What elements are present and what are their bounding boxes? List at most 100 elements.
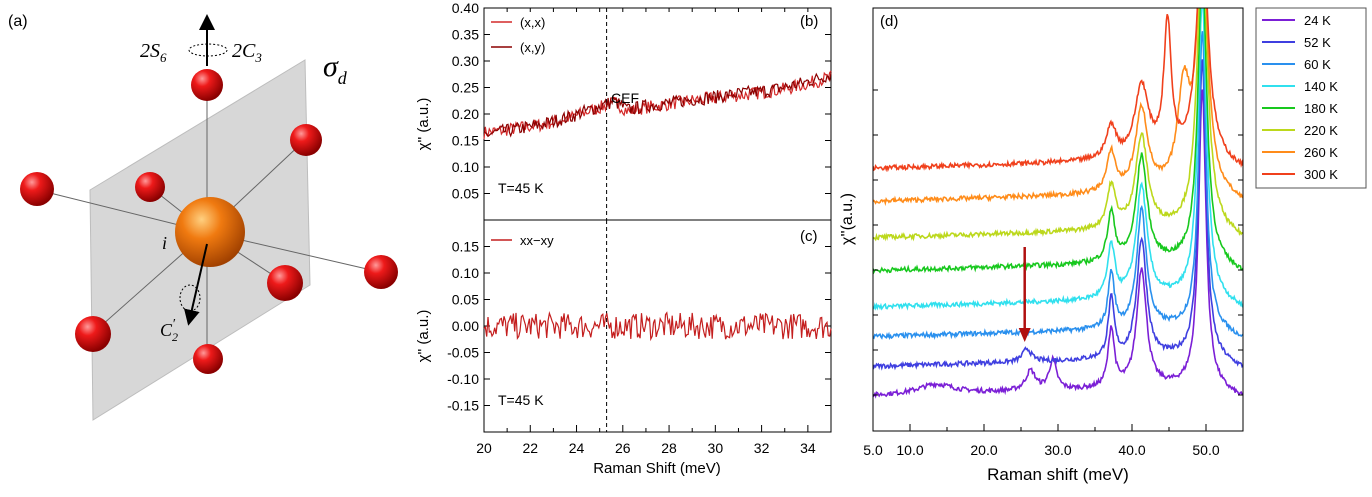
- panel-d-xtick-label: 5.0: [863, 442, 883, 458]
- panel-c-xtick-label: 20: [476, 440, 492, 456]
- panel-b-ytick-label: 0.05: [452, 186, 479, 202]
- panel-d-series-line: [873, 8, 1243, 275]
- panel-b-cef-label: CEF: [611, 90, 639, 106]
- panel-d-legend: 24 K 52 K 60 K 140 K 180 K 220 K 260 K 300 K: [1255, 7, 1367, 189]
- panel-d-xtick-label: 30.0: [1044, 442, 1071, 458]
- sphere-front-right: [267, 265, 303, 301]
- panel-b-ytick-label: 0.30: [452, 53, 479, 69]
- panel-d-series-line: [873, 31, 1243, 341]
- legend-label: 260 K: [1304, 145, 1338, 160]
- sphere-left: [20, 172, 54, 206]
- legend-label-xy: (x,y): [520, 40, 545, 55]
- panel-d-series-line: [873, 8, 1243, 242]
- panel-b-plot: [483, 70, 832, 140]
- panel-d-xtick-label: 40.0: [1118, 442, 1145, 458]
- panel-b-ytick-label: 0.40: [452, 0, 479, 16]
- legend-label: 220 K: [1304, 123, 1338, 138]
- panel-b-ytick-label: 0.15: [452, 133, 479, 149]
- panel-c-xtick-label: 28: [661, 440, 677, 456]
- label-2s6: 2S6: [140, 40, 167, 65]
- panel-d-xlabel: Raman shift (meV): [987, 465, 1129, 484]
- panel-d: 5.0 10.0 20.0 30.0 40.0 50.0 (d) χ''(a.u.) Ra…: [839, 7, 1367, 484]
- panel-c-plot: [483, 311, 832, 342]
- panel-b-ytick-label: 0.35: [452, 27, 479, 43]
- panel-d-label: (d): [880, 13, 898, 30]
- panel-b-series-line: [483, 70, 832, 140]
- sphere-bottom: [193, 344, 223, 374]
- panel-a-label: (a): [8, 13, 28, 30]
- legend-label-xx-xy: xx−xy: [520, 233, 554, 248]
- panel-d-xtick-label: 20.0: [970, 442, 997, 458]
- legend-label: 300 K: [1304, 167, 1338, 182]
- panel-c-ylabel: χ'' (a.u.): [415, 310, 432, 363]
- label-2c3: 2C3: [232, 40, 262, 65]
- panel-c-xlabel: Raman Shift (meV): [593, 460, 721, 477]
- panel-d-series-line: [873, 8, 1243, 173]
- sphere-back-left: [135, 172, 165, 202]
- panel-c-xtick-label: 26: [615, 440, 631, 456]
- ligand-spheres: [20, 69, 398, 374]
- panel-c-ytick-label: 0.15: [452, 239, 479, 255]
- panel-c-xtick-label: 30: [708, 440, 724, 456]
- panel-d-plot: [873, 8, 1243, 399]
- legend-label: 180 K: [1304, 101, 1338, 116]
- panel-b-temperature: T=45 K: [498, 180, 544, 196]
- panel-c-ytick-label: 0.05: [452, 292, 479, 308]
- central-ion: [175, 197, 245, 267]
- panel-c-ytick-label: -0.05: [447, 345, 479, 361]
- panel-c-xtick-label: 24: [569, 440, 585, 456]
- panel-c-xticks: 20 22 24 26 28 30 32 34: [476, 425, 832, 456]
- c3-rotation-ellipse: [188, 43, 228, 57]
- panel-c-ytick-label: -0.10: [447, 371, 479, 387]
- panel-b-label: (b): [800, 13, 818, 30]
- legend-label: 52 K: [1304, 35, 1331, 50]
- panel-c-yticks: -0.15 -0.10 -0.05 0.00 0.05 0.10 0.15: [447, 239, 831, 414]
- panel-c-series-line: [483, 311, 832, 342]
- panel-c-ytick-label: -0.15: [447, 398, 479, 414]
- panel-d-xtick-label: 50.0: [1192, 442, 1219, 458]
- panel-c: -0.15 -0.10 -0.05 0.00 0.05 0.10 0.15 20 22 24 26…: [415, 219, 832, 477]
- panel-c-xtick-label: 22: [522, 440, 538, 456]
- panel-c-legend: xx−xy: [491, 233, 554, 248]
- panel-d-ylabel: χ''(a.u.): [839, 193, 856, 245]
- panel-b-yticks: 0.05 0.10 0.15 0.20 0.25 0.30 0.35 0.40: [452, 0, 832, 202]
- panel-d-xtick-label: 10.0: [896, 442, 923, 458]
- panel-b-ytick-label: 0.10: [452, 159, 479, 175]
- sphere-top: [191, 69, 223, 101]
- panel-d-arrow: [1018, 247, 1031, 342]
- panel-c-label: (c): [800, 228, 818, 245]
- panel-d-arrow-head: [1018, 328, 1031, 342]
- panel-b-legend: (x,x) (x,y): [491, 15, 545, 55]
- legend-label: 60 K: [1304, 57, 1331, 72]
- panel-d-ticks: [873, 89, 1243, 396]
- panel-d-xticks: 5.0 10.0 20.0 30.0 40.0 50.0: [863, 424, 1244, 458]
- panel-d-series-line: [873, 8, 1243, 207]
- legend-label: 140 K: [1304, 79, 1338, 94]
- label-c2-prime: C2′: [160, 317, 178, 344]
- panel-b-ylabel: χ'' (a.u.): [415, 98, 432, 151]
- c2-axis-arrow: [183, 243, 208, 326]
- panel-c-xtick-label: 32: [754, 440, 770, 456]
- legend-label-xx: (x,x): [520, 15, 545, 30]
- sphere-back-right: [290, 124, 322, 156]
- c2-rotation-ellipse: [179, 284, 201, 312]
- panel-c-temperature: T=45 K: [498, 392, 544, 408]
- panel-b-series-line: [483, 72, 832, 138]
- legend-box: [1255, 7, 1367, 189]
- panel-b-ytick-label: 0.25: [452, 80, 479, 96]
- panel-b-ytick-label: 0.20: [452, 106, 479, 122]
- panel-c-ytick-label: 0.10: [452, 265, 479, 281]
- panel-a: (a): [8, 13, 398, 421]
- panel-c-ytick-label: 0.00: [452, 318, 479, 334]
- label-sigma-d: σd: [323, 50, 348, 88]
- panel-c-xtick-label: 34: [800, 440, 816, 456]
- legend-label: 24 K: [1304, 13, 1331, 28]
- panel-b: 0.05 0.10 0.15 0.20 0.25 0.30 0.35 0.40 χ'' (a.…: [415, 0, 832, 221]
- sphere-right: [364, 255, 398, 289]
- panel-d-series-line: [873, 89, 1243, 399]
- sphere-front-left: [75, 316, 111, 352]
- panel-d-series-line: [873, 8, 1243, 311]
- label-inversion: i: [162, 233, 167, 253]
- panel-d-series-line: [873, 59, 1243, 371]
